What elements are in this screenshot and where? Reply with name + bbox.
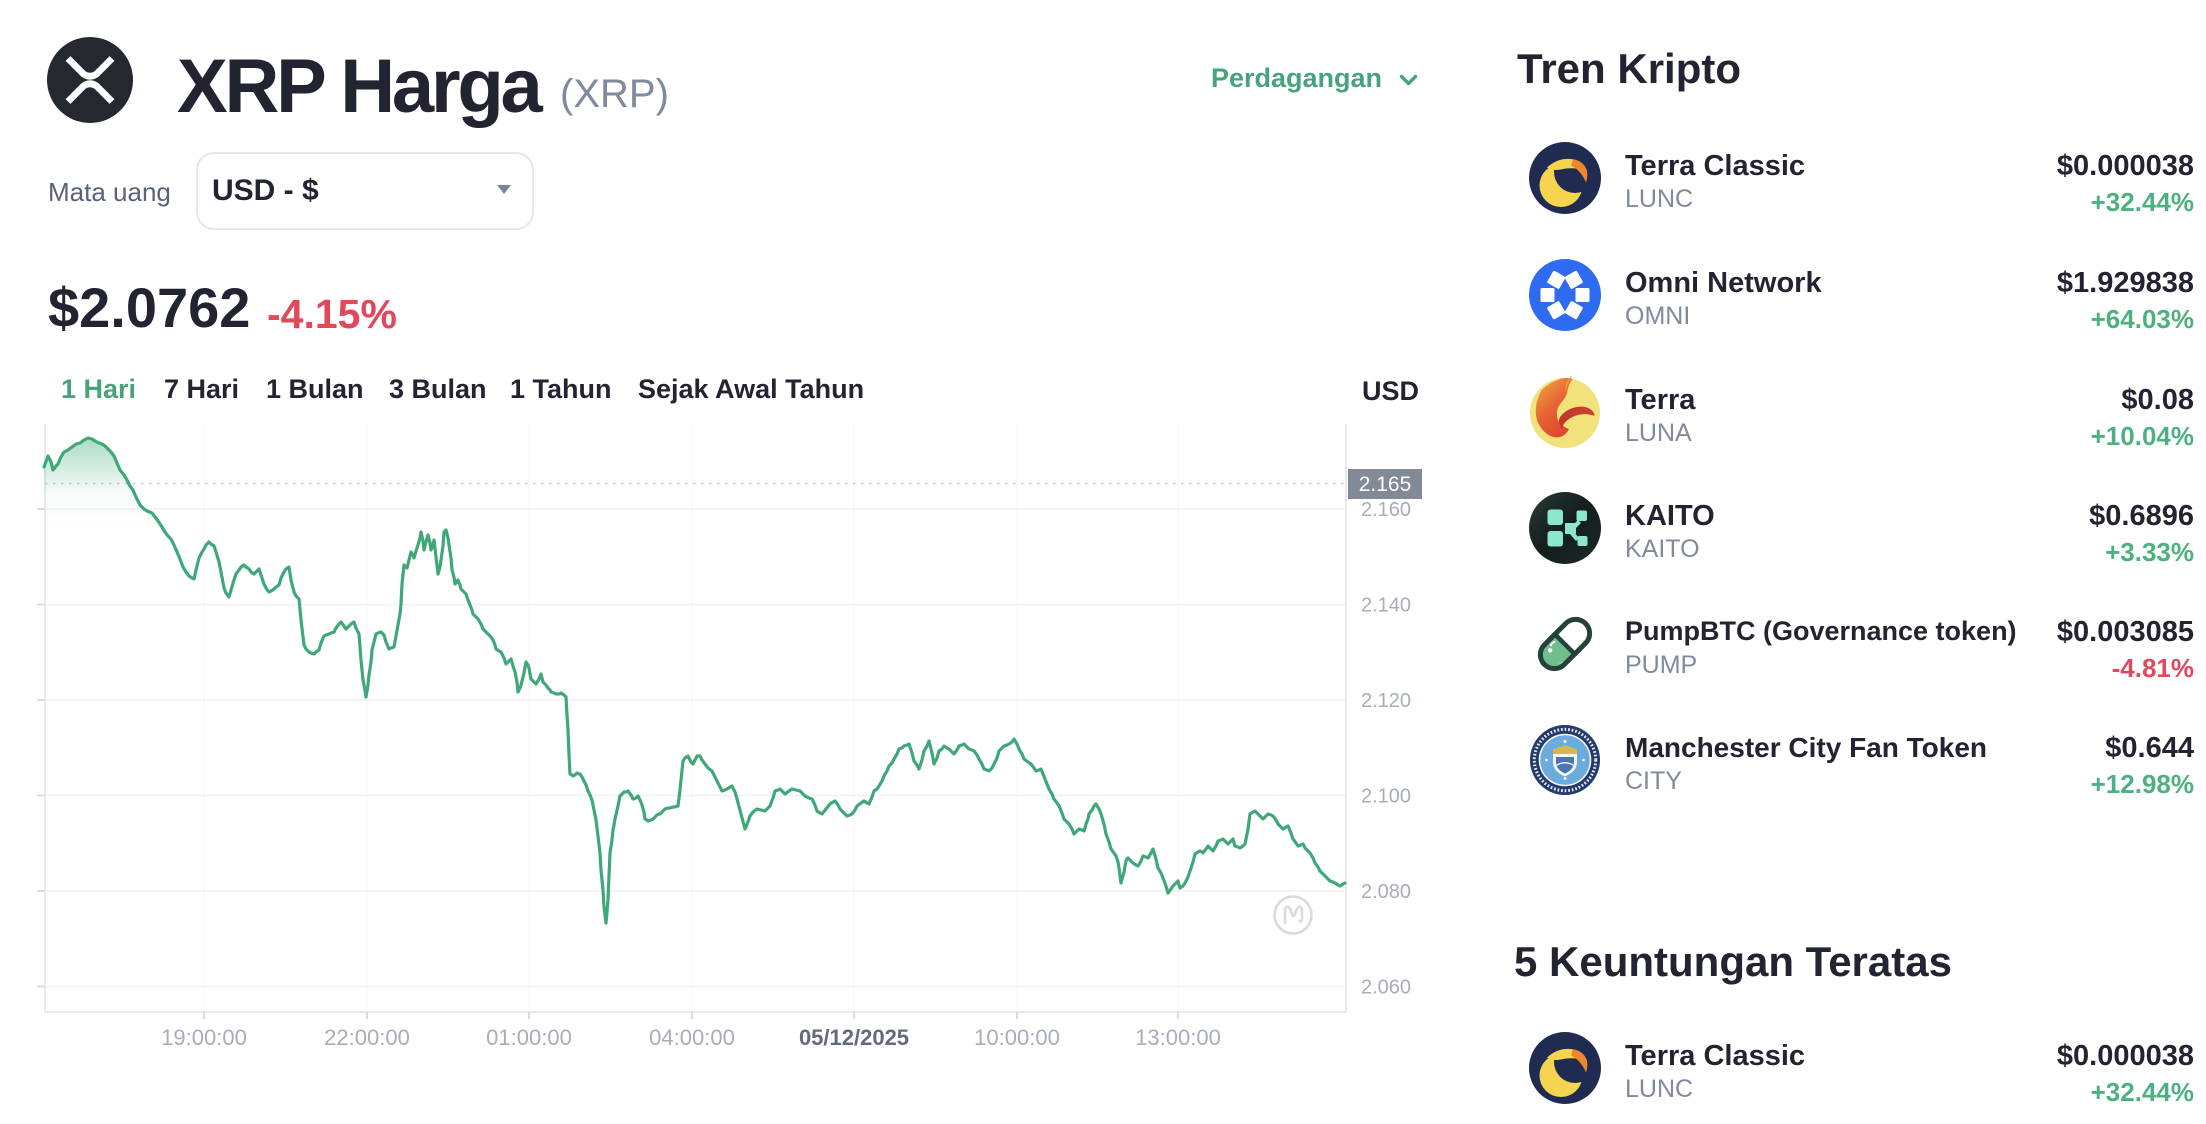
svg-text:01:00:00: 01:00:00 <box>486 1025 572 1050</box>
svg-text:2.100: 2.100 <box>1361 786 1411 808</box>
svg-text:04:00:00: 04:00:00 <box>649 1025 735 1050</box>
svg-text:2.060: 2.060 <box>1361 977 1411 999</box>
svg-text:2.140: 2.140 <box>1361 595 1411 617</box>
svg-text:2.080: 2.080 <box>1361 881 1411 903</box>
svg-text:2.160: 2.160 <box>1361 499 1411 521</box>
svg-text:05/12/2025: 05/12/2025 <box>799 1025 909 1050</box>
svg-text:22:00:00: 22:00:00 <box>324 1025 410 1050</box>
svg-text:2.165: 2.165 <box>1359 473 1412 496</box>
svg-text:10:00:00: 10:00:00 <box>974 1025 1060 1050</box>
svg-text:19:00:00: 19:00:00 <box>161 1025 247 1050</box>
svg-text:2.120: 2.120 <box>1361 690 1411 712</box>
svg-text:13:00:00: 13:00:00 <box>1135 1025 1221 1050</box>
